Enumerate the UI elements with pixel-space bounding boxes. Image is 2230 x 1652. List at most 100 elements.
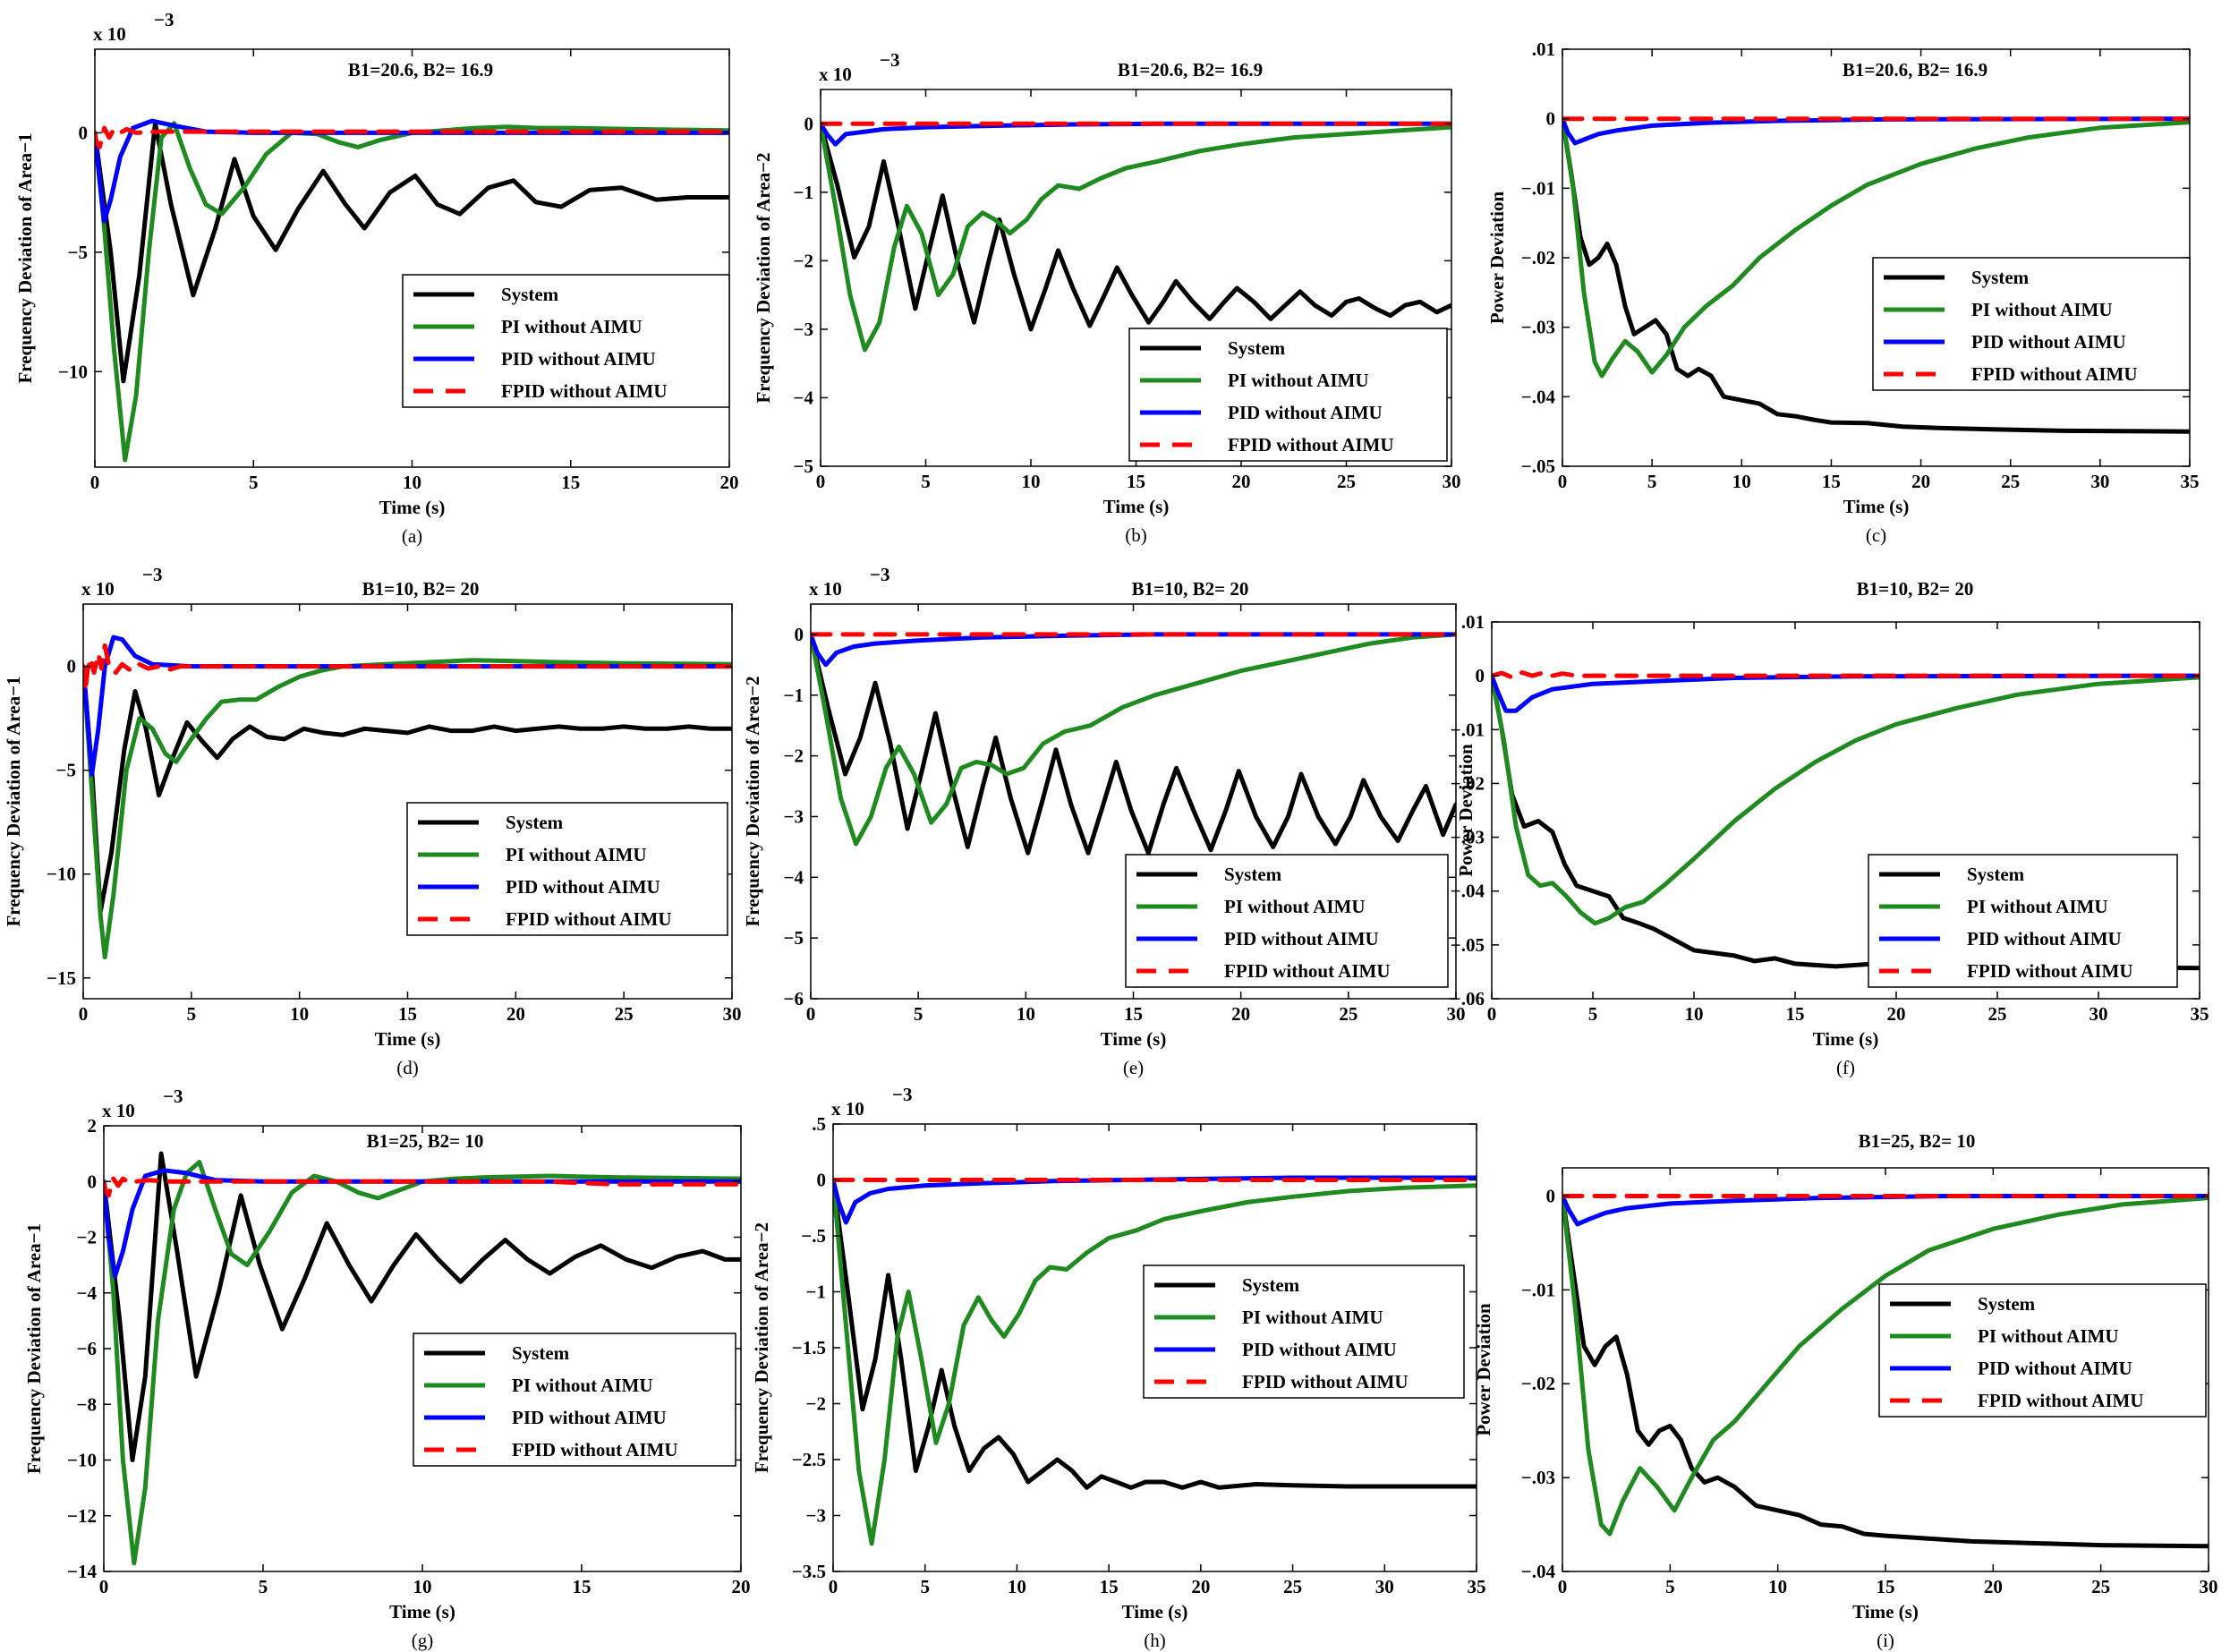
- legend-entry: System: [1224, 864, 1282, 885]
- y-tick-label: .01: [1461, 611, 1485, 633]
- legend-entry: PID without AIMU: [1978, 1358, 2132, 1379]
- y-axis-label: Power Deviation: [1473, 1303, 1494, 1436]
- x-tick-label: 35: [2191, 1003, 2209, 1025]
- series-line-pid-without-aimu: [833, 1175, 1477, 1225]
- x-tick-label: 30: [2090, 1003, 2108, 1025]
- x-tick-label: 20: [506, 1003, 525, 1025]
- series-line-system: [833, 1178, 1477, 1490]
- x-tick-label: 0: [829, 1576, 838, 1597]
- x-axis-label: Time (s): [379, 497, 446, 518]
- panel-caption: (e): [1123, 1057, 1144, 1078]
- y-tick-label: −5: [68, 242, 88, 263]
- legend-entry: System: [512, 1342, 570, 1364]
- y-tick-label: −.05: [1521, 456, 1555, 477]
- panel-caption: (h): [1144, 1630, 1166, 1651]
- legend-entry: PI without AIMU: [1971, 299, 2113, 320]
- panel-caption: (f): [1836, 1057, 1855, 1078]
- x-tick-label: 35: [1468, 1576, 1486, 1597]
- y-tick-label: −1.5: [792, 1337, 826, 1358]
- y-axis-label: Power Deviation: [1455, 744, 1477, 877]
- x-axis-label: Time (s): [1103, 496, 1170, 517]
- series-line-pi-without-aimu: [821, 121, 1451, 353]
- y-tick-label: −.5: [801, 1225, 826, 1247]
- series-line-pi-without-aimu: [95, 121, 729, 463]
- x-tick-label: 5: [249, 472, 259, 493]
- series-group: [104, 1151, 741, 1566]
- y-tick-label: −5: [56, 760, 76, 781]
- y-axis-label: Frequency Deviation of Area−2: [742, 676, 763, 926]
- legend-entry: FPID without AIMU: [512, 1439, 678, 1460]
- legend-entry: PID without AIMU: [1971, 331, 2126, 353]
- x-tick-label: 5: [1588, 1003, 1598, 1025]
- y-tick-label: −2: [77, 1227, 97, 1248]
- y-tick-label: −2: [784, 745, 804, 767]
- panel-annotation: B1=25, B2= 10: [1859, 1130, 1976, 1152]
- series-line-system: [821, 121, 1451, 332]
- series-group: [811, 632, 1456, 856]
- y-tick-label: −15: [47, 967, 76, 989]
- y-tick-label: −.04: [1521, 1561, 1556, 1582]
- x-tick-label: 10: [1768, 1576, 1787, 1597]
- x-tick-label: 35: [2181, 471, 2200, 492]
- y-tick-label: −4: [77, 1282, 98, 1304]
- x-tick-label: 5: [1647, 471, 1657, 492]
- x-tick-label: 15: [1100, 1576, 1119, 1597]
- y-tick-label: 0: [804, 113, 814, 134]
- legend-box: [402, 274, 730, 408]
- series-line-pid-without-aimu: [1562, 1194, 2209, 1227]
- x-tick-label: 20: [1232, 471, 1251, 492]
- x-tick-label: 25: [2001, 471, 2020, 492]
- series-line-system: [83, 664, 732, 914]
- x-tick-label: 10: [1732, 471, 1751, 492]
- y-tick-label: .01: [1532, 38, 1555, 60]
- x-tick-label: 0: [99, 1576, 109, 1597]
- x-tick-label: 15: [1822, 471, 1841, 492]
- panel-annotation: B1=10, B2= 20: [1132, 578, 1249, 600]
- y-axis-label: Frequency Deviation of Area−1: [3, 676, 24, 926]
- legend-entry: PI without AIMU: [1967, 896, 2108, 917]
- y-axis-label: Frequency Deviation of Area−2: [753, 152, 774, 403]
- y-axis-label: Power Deviation: [1486, 192, 1508, 325]
- y-tick-label: −.02: [1521, 247, 1555, 268]
- y-tick-label: −10: [47, 864, 76, 885]
- axis-exponent: x 10: [93, 23, 126, 45]
- x-axis-label: Time (s): [1813, 1028, 1879, 1050]
- x-tick-label: 20: [732, 1576, 751, 1597]
- legend-entry: PID without AIMU: [1224, 928, 1379, 949]
- y-tick-label: 2: [88, 1115, 98, 1137]
- y-tick-label: −1: [794, 182, 813, 203]
- legend-entry: PI without AIMU: [1978, 1325, 2119, 1347]
- y-tick-label: −6: [784, 988, 804, 1009]
- y-tick-label: 0: [88, 1171, 98, 1192]
- y-tick-label: −3.5: [792, 1561, 826, 1582]
- axis-exponent-power: −3: [142, 564, 162, 585]
- legend-entry: PID without AIMU: [506, 876, 660, 898]
- series-line-pid-without-aimu: [104, 1168, 741, 1279]
- axis-exponent-power: −3: [154, 9, 174, 30]
- y-tick-label: −3: [806, 1505, 826, 1527]
- x-tick-label: 0: [90, 472, 100, 493]
- series-line-pid-without-aimu: [1562, 116, 2190, 146]
- axis-exponent-power: −3: [880, 49, 899, 71]
- y-tick-label: 0: [1476, 665, 1485, 686]
- legend-entry: System: [1242, 1274, 1300, 1296]
- y-tick-label: 0: [79, 122, 89, 143]
- series-group: [1562, 1194, 2209, 1549]
- x-tick-label: 10: [290, 1003, 309, 1025]
- axis-exponent: x 10: [102, 1100, 135, 1121]
- y-tick-label: −1: [806, 1282, 826, 1303]
- x-tick-label: 30: [2200, 1576, 2218, 1597]
- series-group: [83, 634, 732, 960]
- x-tick-label: 10: [1022, 471, 1041, 492]
- series-line-system: [811, 632, 1456, 856]
- panel-annotation: B1=25, B2= 10: [367, 1130, 484, 1152]
- y-tick-label: −.01: [1521, 177, 1555, 199]
- legend-entry: FPID without AIMU: [506, 908, 672, 930]
- series-line-system: [104, 1151, 741, 1462]
- panel-annotation: B1=20.6, B2= 16.9: [348, 59, 493, 81]
- y-tick-label: −.03: [1521, 317, 1555, 338]
- x-tick-label: 20: [1887, 1003, 1906, 1025]
- legend-entry: FPID without AIMU: [1224, 960, 1391, 982]
- axis-exponent-power: −3: [892, 1084, 912, 1105]
